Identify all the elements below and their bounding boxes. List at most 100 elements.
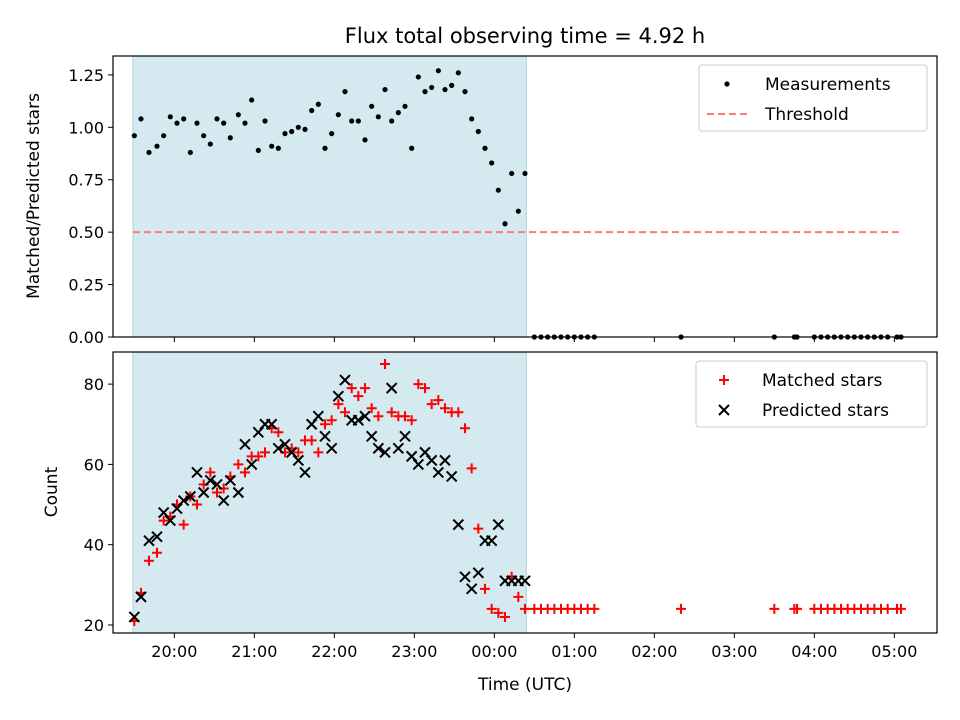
data-point — [522, 170, 528, 177]
x-tick-label: 22:00 — [311, 642, 357, 661]
data-point — [452, 518, 465, 531]
data-point — [399, 430, 411, 443]
data-point — [152, 547, 162, 558]
data-point — [221, 120, 227, 126]
data-point — [275, 145, 281, 151]
data-point — [273, 427, 284, 438]
data-point — [293, 447, 304, 458]
data-point — [154, 143, 160, 149]
observing-window-shade — [132, 351, 527, 634]
data-point — [249, 97, 255, 103]
plot-frame — [112, 351, 938, 634]
data-point — [167, 114, 173, 120]
data-point — [320, 419, 330, 430]
data-point — [386, 407, 397, 418]
data-point — [340, 407, 350, 418]
data-point — [492, 518, 505, 531]
data-point — [392, 442, 405, 455]
data-point — [449, 82, 455, 88]
data-point — [792, 603, 802, 614]
y-tick-label: 0.25 — [68, 276, 104, 295]
data-point — [896, 603, 906, 614]
y-tick-label: 0.50 — [68, 223, 104, 242]
data-point — [265, 418, 278, 430]
data-point — [302, 126, 308, 132]
data-point — [214, 116, 220, 122]
legend-marker — [718, 404, 730, 416]
data-point — [224, 474, 237, 487]
data-point — [473, 523, 484, 534]
data-point — [313, 447, 324, 458]
x-tick-label: 20:00 — [151, 642, 197, 661]
x-tick-label: 00:00 — [471, 642, 517, 661]
data-point — [480, 583, 490, 594]
data-point — [322, 145, 328, 151]
data-point — [326, 415, 337, 426]
data-point — [426, 399, 437, 410]
data-point — [242, 120, 248, 126]
y-tick-label: 60 — [84, 455, 104, 474]
data-point — [212, 487, 222, 498]
data-point — [469, 116, 475, 122]
data-point — [295, 124, 301, 130]
data-point — [319, 430, 331, 443]
data-point — [425, 454, 438, 467]
data-point — [442, 86, 448, 93]
legend-marker — [719, 375, 729, 385]
data-point — [415, 74, 421, 80]
data-point — [143, 534, 155, 547]
data-point — [255, 147, 261, 153]
observing-window-shade — [132, 55, 527, 338]
data-point — [194, 120, 200, 126]
data-point — [197, 486, 210, 499]
legend-label: Matched stars — [762, 371, 882, 391]
data-point — [362, 137, 368, 143]
data-point — [181, 116, 187, 122]
data-point — [306, 435, 317, 446]
data-point — [462, 89, 468, 95]
data-point — [440, 403, 450, 414]
x-tick-label: 02:00 — [631, 642, 677, 661]
data-point — [495, 187, 501, 193]
data-point — [413, 379, 424, 390]
data-point — [352, 414, 365, 426]
data-point — [240, 467, 250, 478]
data-point — [299, 466, 311, 479]
data-point — [882, 603, 893, 614]
x-tick-label: 01:00 — [551, 642, 597, 661]
data-point — [161, 133, 167, 139]
data-point — [184, 490, 197, 503]
data-point — [475, 128, 481, 135]
data-point — [439, 454, 451, 467]
data-point — [353, 391, 364, 402]
x-tick-label: 04:00 — [791, 642, 837, 661]
legend: Measurements Threshold — [698, 64, 928, 132]
x-tick-label: 21:00 — [231, 642, 277, 661]
data-point — [269, 143, 275, 149]
data-point — [409, 145, 415, 151]
data-point — [325, 442, 338, 455]
data-point — [400, 411, 410, 422]
data-point — [272, 442, 285, 455]
data-point — [589, 603, 600, 614]
data-point — [385, 382, 398, 394]
data-point — [253, 451, 264, 462]
data-point — [465, 583, 478, 595]
data-point — [676, 603, 686, 614]
data-point — [379, 446, 391, 459]
data-point — [135, 591, 147, 603]
data-point — [455, 70, 461, 76]
data-point — [500, 611, 510, 622]
data-point — [366, 403, 377, 414]
data-point — [389, 118, 395, 124]
data-point — [395, 110, 401, 116]
data-point — [365, 430, 378, 443]
data-point — [515, 208, 521, 214]
data-point — [342, 89, 348, 95]
data-point — [375, 114, 381, 120]
data-point — [489, 160, 495, 166]
data-point — [519, 575, 531, 587]
flux-ratio-panel: Flux total observing time = 4.92 h Match… — [24, 24, 938, 347]
data-point — [520, 603, 530, 614]
data-point — [402, 103, 408, 109]
